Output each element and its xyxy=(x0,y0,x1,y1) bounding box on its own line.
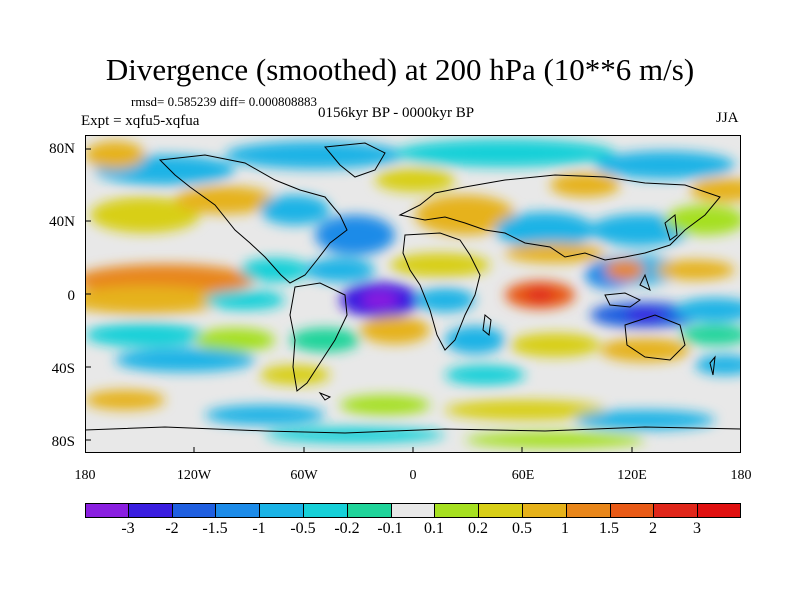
lon-label-0: 0 xyxy=(409,468,417,483)
coastlines xyxy=(85,142,741,434)
colorbar-label: -3 xyxy=(121,520,135,537)
colorbar-swatch xyxy=(391,503,436,518)
colorbar-swatch xyxy=(85,503,129,518)
lon-label-120w: 120W xyxy=(176,468,212,483)
colorbar-label: 1 xyxy=(561,520,569,537)
colorbar-swatch xyxy=(522,503,567,518)
colorbar-swatch xyxy=(172,503,217,518)
colorbar-swatch xyxy=(479,503,523,518)
lon-label-60w: 60W xyxy=(290,468,318,483)
period-label: 0156kyr BP - 0000kyr BP xyxy=(318,105,475,121)
colorbar-swatch xyxy=(216,503,261,518)
divergence-map xyxy=(85,135,741,453)
colorbar-label: -1 xyxy=(252,520,266,537)
colorbar-label: 0.1 xyxy=(424,520,444,537)
lon-label-60e: 60E xyxy=(511,468,535,483)
colorbar-swatch xyxy=(128,503,173,518)
lon-label-180w: 180 xyxy=(74,468,96,483)
colorbar-swatch xyxy=(698,503,741,518)
experiment-label: Expt = xqfu5-xqfua xyxy=(81,113,200,129)
colorbar xyxy=(85,503,741,518)
lat-label-40s: 40S xyxy=(51,361,75,377)
colorbar-swatch xyxy=(654,503,699,518)
lat-label-eq: 0 xyxy=(67,288,76,304)
colorbar-label: 1.5 xyxy=(599,520,619,537)
contour-field xyxy=(85,139,741,448)
colorbar-swatch xyxy=(610,503,655,518)
colorbar-swatch xyxy=(566,503,611,518)
colorbar-label: 3 xyxy=(693,520,701,537)
lat-label-40n: 40N xyxy=(49,214,75,230)
colorbar-label: -2 xyxy=(165,520,179,537)
lat-label-80s: 80S xyxy=(51,434,75,450)
colorbar-swatch xyxy=(260,503,304,518)
lon-label-120e: 120E xyxy=(617,468,647,483)
lon-label-180e: 180 xyxy=(730,468,752,483)
colorbar-label: -0.2 xyxy=(334,520,360,537)
colorbar-label: -1.5 xyxy=(202,520,228,537)
colorbar-label: 2 xyxy=(649,520,657,537)
lat-label-80n: 80N xyxy=(49,141,75,157)
colorbar-swatch xyxy=(303,503,348,518)
colorbar-swatch xyxy=(347,503,392,518)
colorbar-label: -0.1 xyxy=(377,520,403,537)
axis-ticks xyxy=(85,148,633,453)
plot-title: Divergence (smoothed) at 200 hPa (10**6 … xyxy=(105,52,695,87)
stats-text: rmsd= 0.585239 diff= 0.000808883 xyxy=(131,94,317,109)
season-label: JJA xyxy=(716,110,739,126)
colorbar-label: -0.5 xyxy=(290,520,316,537)
colorbar-swatch xyxy=(435,503,480,518)
colorbar-label: 0.2 xyxy=(468,520,488,537)
colorbar-label: 0.5 xyxy=(512,520,532,537)
